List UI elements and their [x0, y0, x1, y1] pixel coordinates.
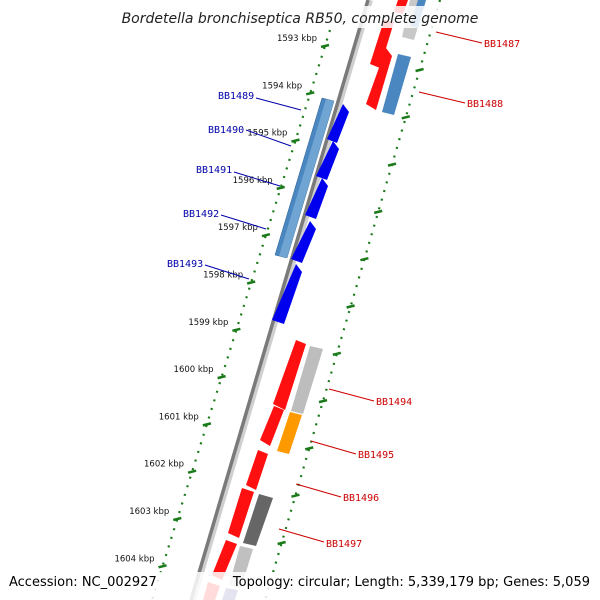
kbp-tick — [261, 232, 271, 238]
accession-text: Accession: NC_002927 — [9, 575, 157, 590]
kbp-label: 1597 kbp — [218, 223, 258, 233]
kbp-label: 1599 kbp — [188, 318, 228, 328]
kbp-label: 1600 kbp — [174, 365, 214, 375]
gene-red-e[interactable] — [212, 540, 237, 580]
kbp-label: 1595 kbp — [247, 129, 287, 139]
gene-block-3[interactable] — [305, 178, 328, 219]
kbp-tick — [172, 516, 182, 522]
gene-label-BB1487[interactable]: BB1487 — [484, 39, 520, 50]
forward-strand-genes — [203, 0, 426, 600]
kbp-label: 1598 kbp — [203, 271, 243, 281]
kbp-scale-labels: 1593 kbp 1594 kbp 1595 kbp 1596 kbp 1597 kbp… — [114, 34, 317, 564]
kbp-label: 1594 kbp — [262, 81, 302, 91]
outer-kbp-tick — [277, 540, 286, 546]
outer-kbp-tick — [291, 493, 300, 498]
gene-label-BB1495[interactable]: BB1495 — [358, 450, 394, 461]
gene-label-BB1496[interactable]: BB1496 — [343, 493, 379, 504]
kbp-tick — [217, 374, 226, 380]
outer-kbp-tick — [318, 398, 328, 404]
kbp-tick — [276, 185, 285, 191]
kbp-label: 1596 kbp — [233, 176, 273, 186]
kbp-tick — [246, 280, 256, 285]
gene-red-d[interactable] — [228, 488, 254, 538]
kbp-label: 1601 kbp — [159, 412, 199, 422]
kbp-tick — [291, 138, 300, 143]
kbp-tick — [305, 91, 315, 96]
gene-BB1488-red[interactable] — [366, 48, 392, 110]
genome-backbone — [189, 0, 370, 600]
gene-labels-left: BB1489 BB1490 BB1491 BB1492 BB1493 — [167, 91, 254, 270]
gene-red-c[interactable] — [246, 450, 268, 490]
kbp-label: 1603 kbp — [129, 507, 169, 517]
kbp-label: 1602 kbp — [144, 460, 184, 470]
kbp-tick — [232, 327, 241, 333]
gene-red-a[interactable] — [273, 340, 306, 410]
gene-label-BB1492[interactable]: BB1492 — [183, 209, 219, 220]
kbp-tick — [187, 469, 197, 474]
gene-label-BB1491[interactable]: BB1491 — [196, 165, 232, 176]
gene-red-b[interactable] — [260, 406, 284, 446]
gene-label-BB1490[interactable]: BB1490 — [208, 125, 244, 136]
outer-kbp-tick — [346, 304, 355, 309]
map-title: Bordetella bronchiseptica RB50, complete… — [122, 11, 479, 27]
kbp-tick — [202, 422, 212, 427]
outer-kbp-tick — [304, 446, 314, 451]
gene-BB1496-cds[interactable] — [243, 494, 273, 546]
kbp-tick — [320, 43, 330, 49]
outer-kbp-tick — [415, 67, 424, 73]
title-backdrop — [120, 6, 480, 28]
kbp-ticks — [158, 43, 424, 569]
gene-block-4[interactable] — [291, 221, 316, 263]
gene-BB1493-cds[interactable] — [272, 264, 302, 324]
outer-kbp-tick — [401, 115, 411, 120]
gene-BB1494-cds[interactable] — [291, 346, 323, 414]
gene-BB1489-shade — [279, 99, 334, 258]
gene-BB1495-cds[interactable] — [277, 412, 302, 454]
gene-block-2[interactable] — [316, 141, 339, 180]
gene-labels-right: BB1487 BB1488 BB1494 BB1495 BB1496 BB149… — [326, 39, 520, 550]
gene-label-BB1494[interactable]: BB1494 — [376, 397, 412, 408]
inner-dotted-track — [150, 29, 332, 600]
gene-label-BB1493[interactable]: BB1493 — [167, 259, 203, 270]
gene-block-1[interactable] — [327, 104, 349, 143]
gene-BB1488-cds[interactable] — [382, 54, 411, 115]
kbp-label: 1593 kbp — [277, 34, 317, 44]
outer-kbp-tick — [387, 162, 397, 167]
gene-label-BB1489[interactable]: BB1489 — [218, 91, 254, 102]
kbp-label: 1604 kbp — [114, 554, 154, 564]
footer-backdrop — [0, 572, 600, 600]
outer-kbp-tick — [373, 209, 383, 215]
gene-label-leaders — [204, 31, 483, 543]
outer-kbp-tick — [360, 256, 369, 262]
reverse-strand-genes — [272, 97, 349, 324]
outer-kbp-tick — [332, 351, 342, 357]
gene-BB1487-cds[interactable] — [370, 20, 394, 68]
kbp-tick — [158, 564, 167, 569]
gene-label-BB1497[interactable]: BB1497 — [326, 539, 362, 550]
genome-summary-text: Topology: circular; Length: 5,339,179 bp… — [232, 575, 590, 590]
gene-label-BB1488[interactable]: BB1488 — [467, 99, 503, 110]
